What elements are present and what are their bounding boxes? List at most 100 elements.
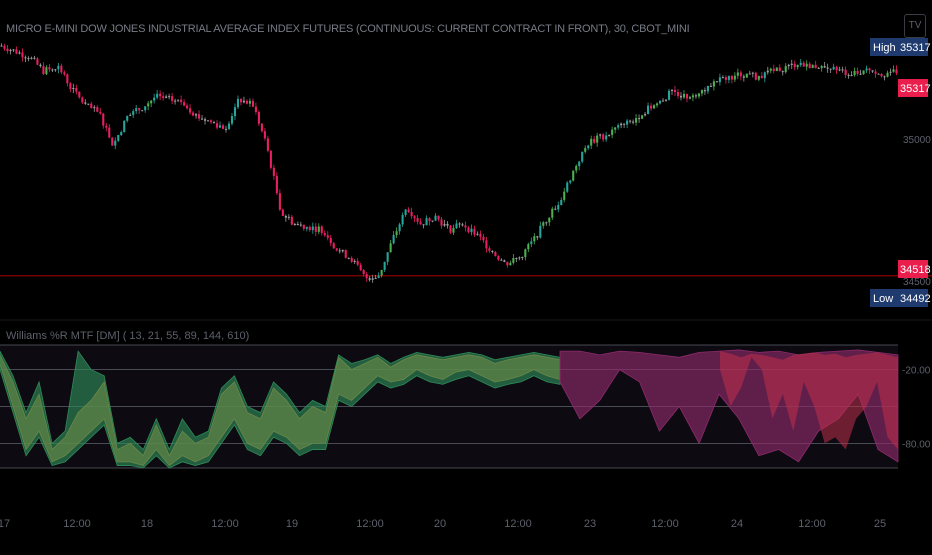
candle-body: [479, 233, 482, 237]
candle-body: [787, 64, 790, 67]
candle-body: [63, 72, 66, 75]
candle-body: [799, 62, 802, 66]
candle-body: [30, 57, 33, 59]
candle-body: [305, 226, 308, 229]
candle-body: [198, 114, 201, 119]
candle-body: [135, 108, 138, 112]
candle-body: [596, 135, 599, 143]
candle-body: [57, 65, 60, 70]
candle-body: [548, 217, 551, 223]
candle-body: [368, 278, 371, 280]
candle-body: [877, 73, 880, 75]
candle-body: [120, 132, 123, 136]
time-axis-label: 19: [286, 518, 298, 530]
red-band: [720, 351, 898, 450]
badge-low: [870, 289, 928, 307]
tradingview-logo-icon[interactable]: TV: [904, 14, 926, 38]
candle-body: [362, 270, 365, 275]
time-axis-label: 12:00: [63, 518, 91, 530]
candle-body: [778, 67, 781, 72]
candle-body: [404, 209, 407, 215]
candle-body: [290, 216, 293, 225]
candle-body: [518, 257, 521, 259]
candle-body: [563, 191, 566, 200]
candle-body: [353, 261, 356, 263]
candle-body: [233, 107, 237, 117]
candle-body: [694, 95, 697, 97]
candle-body: [392, 234, 395, 244]
candle-body: [425, 218, 428, 226]
time-axis-label: 17: [0, 518, 10, 530]
candle-body: [739, 72, 742, 77]
candle-body: [111, 137, 114, 146]
candle-body: [431, 220, 434, 222]
candle-body: [132, 111, 135, 115]
indicator-axis-label: -20.00: [902, 366, 931, 377]
candle-body: [275, 175, 278, 194]
candle-body: [545, 222, 548, 224]
candle-body: [784, 66, 787, 73]
candle-body: [69, 83, 72, 90]
candle-body: [712, 81, 715, 87]
candle-body: [413, 216, 416, 219]
candle-body: [144, 106, 147, 111]
candle-body: [524, 249, 527, 258]
candle-body: [257, 111, 260, 124]
candle-body: [329, 237, 332, 244]
badge-current-value: 34518: [900, 264, 931, 276]
candle-body: [805, 63, 808, 67]
time-axis-label: 12:00: [211, 518, 239, 530]
candle-body: [224, 128, 228, 130]
time-axis-label: 25: [874, 518, 886, 530]
candle-body: [838, 69, 841, 71]
candle-body: [736, 72, 739, 76]
candle-body: [24, 57, 27, 59]
candle-body: [650, 105, 653, 109]
candle-body: [751, 72, 754, 74]
candle-body: [317, 226, 320, 232]
candle-body: [242, 100, 246, 103]
candle-body: [772, 68, 775, 72]
candle-body: [428, 218, 431, 222]
candle-body: [871, 70, 874, 72]
indicator-axis: -20.00 -80.00: [902, 366, 931, 451]
candle-body: [195, 114, 198, 116]
candle-body: [859, 73, 862, 75]
candle-body: [159, 93, 162, 97]
candle-body: [766, 70, 769, 73]
indicator-title: Williams %R MTF [DM] ( 13, 21, 55, 89, 1…: [6, 330, 250, 342]
time-axis-label: 23: [584, 518, 596, 530]
candle-body: [398, 224, 401, 232]
candle-body: [302, 224, 305, 229]
candle-body: [12, 49, 15, 51]
candle-body: [539, 225, 542, 238]
candle-body: [745, 73, 748, 78]
price-axis-label: 34500: [903, 277, 931, 288]
candle-body: [371, 278, 374, 280]
candle-body: [685, 93, 689, 99]
candle-body: [850, 75, 853, 77]
candle-body: [658, 101, 662, 104]
candle-body: [488, 248, 491, 251]
candle-body: [718, 77, 721, 83]
candle-body: [874, 71, 877, 74]
candle-body: [410, 211, 413, 217]
candle-body: [629, 120, 632, 122]
candle-body: [823, 66, 826, 68]
candle-body: [781, 71, 784, 73]
candle-body: [239, 98, 243, 103]
candle-body: [461, 224, 464, 226]
candle-body: [218, 125, 222, 128]
candle-body: [626, 120, 629, 125]
candle-body: [129, 114, 132, 116]
time-axis-label: 12:00: [651, 518, 679, 530]
candle-body: [15, 49, 18, 54]
candle-body: [206, 120, 210, 122]
candle-body: [201, 118, 204, 120]
candle-body: [760, 75, 763, 79]
candle-body: [835, 66, 838, 71]
candle-body: [434, 215, 437, 221]
candle-body: [473, 228, 476, 235]
candle-body: [254, 106, 257, 112]
